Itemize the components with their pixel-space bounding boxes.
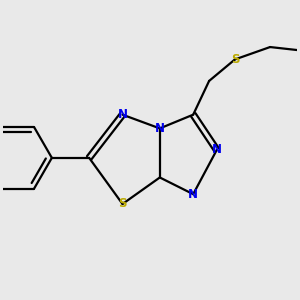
Text: N: N [188, 188, 198, 201]
Text: S: S [118, 197, 127, 211]
Text: N: N [212, 143, 222, 157]
Text: N: N [155, 122, 165, 135]
Text: S: S [231, 53, 239, 66]
Text: N: N [118, 108, 128, 121]
